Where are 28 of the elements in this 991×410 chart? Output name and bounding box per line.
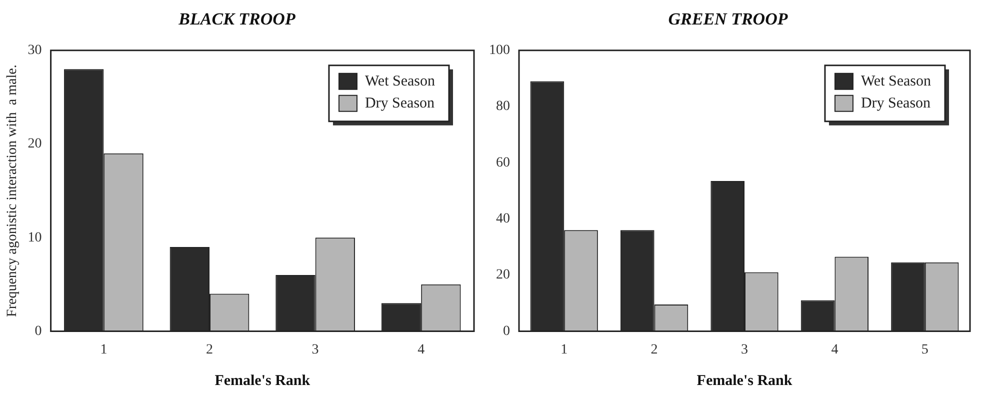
- y-axis-title: Frequency agonistic interaction with a male.: [5, 64, 20, 317]
- y-tick-label: 0: [34, 324, 42, 339]
- x-tick-label: 1: [100, 342, 108, 358]
- legend-label: Wet Season: [860, 73, 932, 90]
- x-tick-label: 3: [741, 342, 748, 358]
- x-tick-label: 4: [831, 342, 838, 358]
- chart-title: GREEN TROOP: [668, 10, 788, 29]
- legend-label: Wet Season: [364, 73, 436, 90]
- x-tick-label: 3: [312, 342, 319, 358]
- y-tick-label: 40: [496, 212, 510, 227]
- x-tick-label: 5: [921, 342, 928, 358]
- y-tick-label: 80: [496, 99, 510, 114]
- x-tick-label: 2: [206, 342, 213, 358]
- y-tick-label: 30: [28, 43, 42, 58]
- x-tick-label: 2: [650, 342, 658, 358]
- x-tick-label: 4: [418, 342, 425, 358]
- x-axis-title: Female's Rank: [696, 372, 793, 389]
- legend-label: Dry Season: [364, 95, 436, 112]
- y-tick-label: 10: [28, 230, 42, 246]
- y-tick-label: 20: [496, 268, 510, 283]
- y-tick-label: 0: [503, 324, 510, 339]
- x-axis-title: Female's Rank: [214, 372, 311, 389]
- y-tick-label: 100: [489, 43, 510, 58]
- y-tick-label: 20: [28, 136, 42, 152]
- y-tick-label: 60: [496, 155, 510, 170]
- legend-label: Dry Season: [860, 95, 932, 112]
- chart-title: BLACK TROOP: [178, 10, 296, 29]
- x-tick-label: 1: [560, 342, 568, 358]
